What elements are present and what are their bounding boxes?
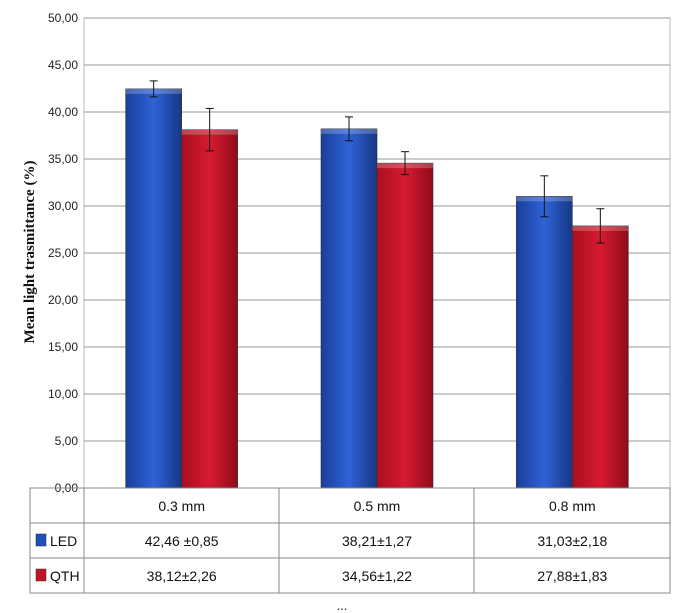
bar-led-1	[320, 128, 378, 489]
data-table: 0.3 mm 0.5 mm 0.8 mm LED 42,46 ±0,85 38,21±1,…	[29, 487, 671, 594]
data-label-qth-0: 38,12±2,26	[147, 568, 217, 584]
table-frame	[29, 487, 671, 594]
bar-qth-2	[572, 225, 629, 489]
data-label-led-0: 42,46 ±0,85	[145, 533, 219, 549]
y-tick-label: 50,00	[48, 11, 78, 25]
y-tick-label: 35,00	[48, 152, 78, 166]
y-tick-label: 15,00	[48, 340, 78, 354]
bar-led-2	[516, 196, 573, 489]
error-bars	[149, 80, 605, 244]
legend-swatch-qth	[35, 568, 47, 582]
y-tick-label: 5,00	[55, 434, 79, 448]
x-tick-label: 0.5 mm	[354, 498, 401, 514]
y-tick-label: 40,00	[48, 105, 78, 119]
y-axis-ticks: 0,005,0010,0015,0020,0025,0030,0035,0040…	[48, 11, 78, 495]
x-tick-label: 0.3 mm	[158, 498, 205, 514]
data-label-led-1: 38,21±1,27	[342, 533, 412, 549]
caption-fragment: ...	[337, 599, 348, 613]
y-tick-label: 25,00	[48, 246, 78, 260]
y-tick-label: 10,00	[48, 387, 78, 401]
data-label-led-2: 31,03±2,18	[537, 533, 607, 549]
legend-label-led: LED	[50, 533, 77, 549]
data-label-qth-1: 34,56±1,22	[342, 568, 412, 584]
y-axis-label: Mean light trasmittance (%)	[22, 161, 38, 344]
y-tick-label: 20,00	[48, 293, 78, 307]
bars	[125, 88, 629, 489]
y-tick-label: 45,00	[48, 58, 78, 72]
bar-led-0	[125, 88, 182, 489]
legend-label-qth: QTH	[50, 568, 80, 584]
bar-qth-1	[376, 162, 434, 489]
y-tick-label: 30,00	[48, 199, 78, 213]
bar-qth-0	[181, 129, 238, 489]
x-tick-label: 0.8 mm	[549, 498, 596, 514]
data-label-qth-2: 27,88±1,83	[537, 568, 607, 584]
legend-swatch-led	[35, 533, 47, 547]
